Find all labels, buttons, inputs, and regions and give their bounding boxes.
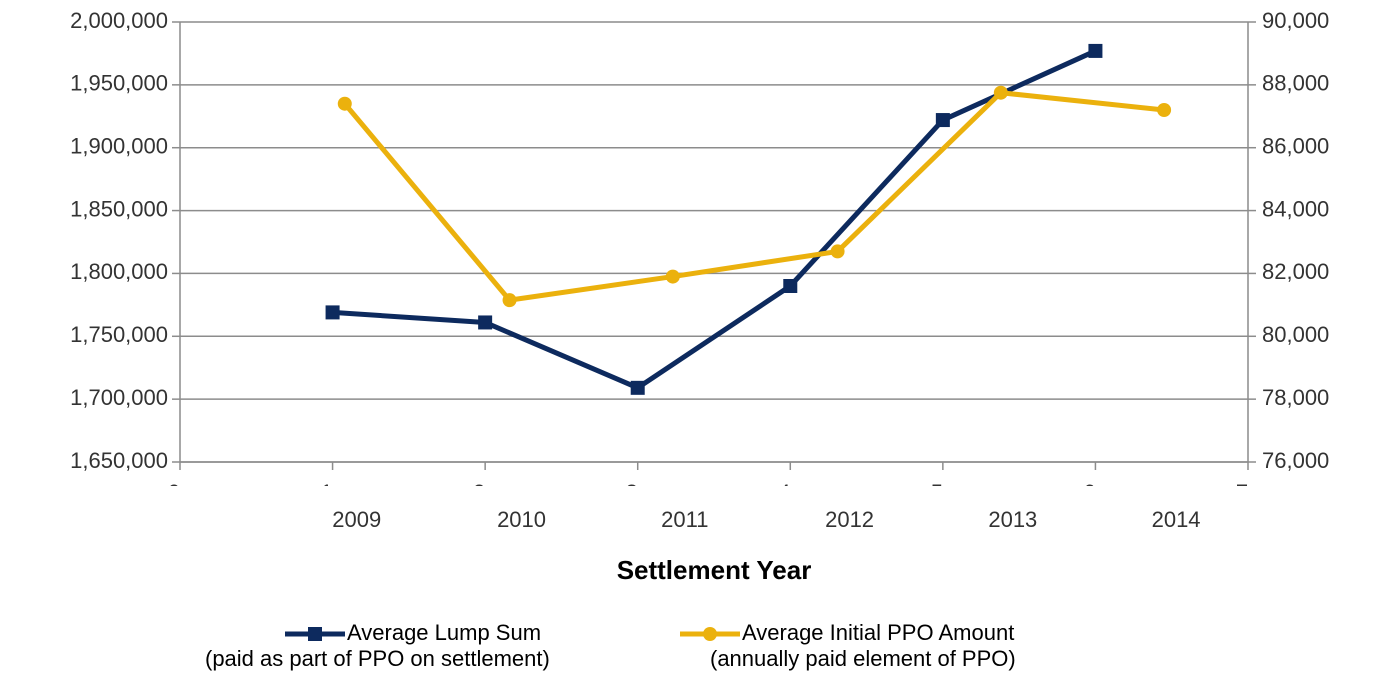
x-tick-label: 5 bbox=[931, 480, 943, 505]
y-tick-label: 1,850,000 bbox=[70, 196, 168, 221]
x-tick-labels: 0 1 2 3 4 5 6 7 bbox=[168, 480, 1248, 505]
category-label: 2013 bbox=[988, 507, 1037, 532]
y-tick-label: 1,800,000 bbox=[70, 259, 168, 284]
category-label: 2014 bbox=[1152, 507, 1201, 532]
category-label: 2012 bbox=[825, 507, 874, 532]
y-tick-label: 1,750,000 bbox=[70, 322, 168, 347]
y-tick-label: 1,650,000 bbox=[70, 448, 168, 473]
marker bbox=[478, 315, 493, 330]
legend-marker bbox=[703, 627, 717, 641]
y2-tick-label: 76,000 bbox=[1262, 448, 1329, 473]
legend-label: Average Lump Sum bbox=[347, 620, 541, 645]
y-tick-label: 2,000,000 bbox=[70, 8, 168, 33]
y2-tick-label: 82,000 bbox=[1262, 259, 1329, 284]
y2-tick-label: 88,000 bbox=[1262, 71, 1329, 96]
x-tick-label: 4 bbox=[778, 480, 790, 505]
marker bbox=[325, 305, 340, 320]
marker bbox=[665, 269, 680, 284]
y2-tick-label: 78,000 bbox=[1262, 385, 1329, 410]
marker bbox=[337, 96, 352, 111]
category-label: 2009 bbox=[332, 507, 381, 532]
marker bbox=[783, 279, 798, 293]
marker bbox=[830, 244, 845, 259]
marker bbox=[1157, 103, 1172, 117]
y2-tick-label: 80,000 bbox=[1262, 322, 1329, 347]
x-tick-label: 3 bbox=[626, 480, 638, 505]
marker bbox=[993, 85, 1008, 100]
series-line bbox=[332, 48, 1097, 391]
legend-note: (paid as part of PPO on settlement) bbox=[205, 646, 550, 671]
y-tick-label: 1,950,000 bbox=[70, 71, 168, 96]
marker bbox=[1088, 43, 1103, 58]
x-tick-label: 1 bbox=[320, 480, 332, 505]
marker bbox=[502, 293, 517, 308]
y2-tick-label: 90,000 bbox=[1262, 8, 1329, 33]
x-tick-label: 6 bbox=[1083, 480, 1095, 505]
y2-tick-label: 86,000 bbox=[1262, 134, 1329, 159]
x-tick-label: 7 bbox=[1236, 480, 1248, 505]
legend-label: Average Initial PPO Amount bbox=[742, 620, 1014, 645]
series-line bbox=[342, 90, 1165, 303]
legend-note: (annually paid element of PPO) bbox=[710, 646, 1016, 671]
marker bbox=[935, 113, 950, 128]
category-label: 2010 bbox=[497, 507, 546, 532]
y2-tick-label: 84,000 bbox=[1262, 196, 1329, 221]
y-tick-label: 1,700,000 bbox=[70, 385, 168, 410]
x-tick-label: 2 bbox=[473, 480, 485, 505]
x-axis-title: Settlement Year bbox=[617, 555, 812, 585]
legend-marker bbox=[308, 627, 322, 641]
y-tick-label: 1,900,000 bbox=[70, 134, 168, 159]
x-tick-label: 0 bbox=[168, 480, 180, 505]
category-label: 2011 bbox=[661, 507, 708, 532]
marker bbox=[630, 380, 645, 395]
